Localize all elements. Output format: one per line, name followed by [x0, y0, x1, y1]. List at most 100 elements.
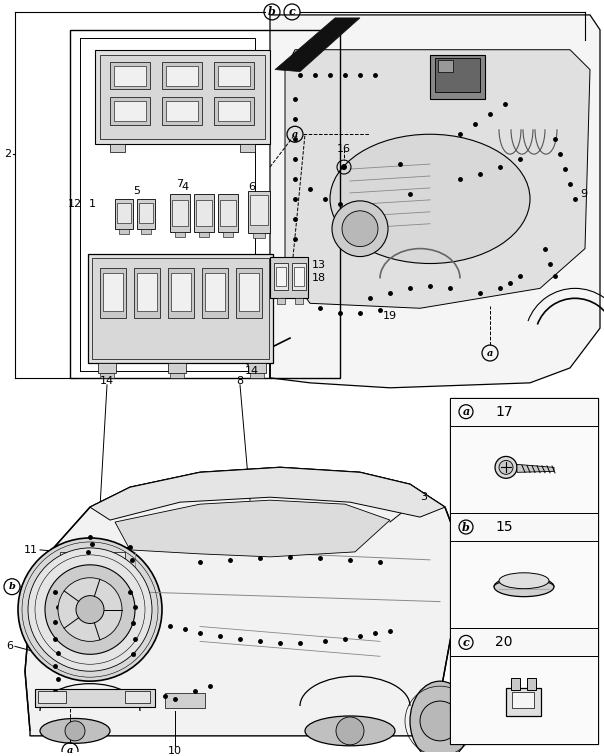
Bar: [450, 398, 598, 426]
Bar: [70, 29, 340, 378]
Text: 3: 3: [420, 492, 427, 502]
Bar: [202, 268, 228, 318]
Circle shape: [76, 596, 104, 624]
Bar: [166, 66, 198, 85]
Bar: [220, 200, 236, 226]
Polygon shape: [55, 547, 130, 662]
Bar: [199, 231, 209, 237]
Text: 8: 8: [236, 376, 243, 386]
Polygon shape: [285, 50, 590, 308]
Bar: [218, 194, 238, 231]
Circle shape: [332, 201, 388, 256]
Text: 6: 6: [248, 182, 255, 192]
Bar: [214, 98, 254, 125]
Bar: [168, 363, 186, 373]
Text: 16: 16: [337, 144, 351, 154]
Bar: [103, 274, 123, 311]
Bar: [110, 144, 125, 152]
Bar: [435, 57, 480, 92]
Circle shape: [28, 548, 152, 671]
Bar: [115, 199, 133, 229]
Bar: [100, 54, 265, 139]
Bar: [171, 274, 191, 311]
Bar: [218, 66, 250, 85]
Circle shape: [336, 717, 364, 745]
Bar: [274, 262, 288, 290]
Bar: [294, 267, 304, 287]
Bar: [196, 200, 212, 226]
Bar: [134, 268, 160, 318]
Polygon shape: [25, 467, 460, 736]
Polygon shape: [115, 500, 390, 557]
Polygon shape: [275, 18, 360, 72]
Bar: [430, 54, 485, 100]
Text: 12: 12: [68, 199, 82, 209]
Text: b: b: [462, 522, 470, 532]
Circle shape: [341, 164, 347, 170]
Bar: [100, 373, 114, 378]
Bar: [114, 101, 146, 121]
Circle shape: [495, 457, 517, 479]
Text: 19: 19: [383, 311, 397, 321]
Bar: [60, 552, 125, 656]
Bar: [100, 268, 126, 318]
Polygon shape: [517, 464, 554, 472]
Polygon shape: [90, 467, 445, 520]
Bar: [119, 229, 129, 234]
Bar: [98, 363, 116, 373]
Bar: [248, 363, 266, 373]
Bar: [141, 229, 151, 234]
Circle shape: [18, 538, 162, 681]
Bar: [175, 231, 185, 237]
Bar: [80, 38, 255, 371]
Text: 17: 17: [495, 404, 513, 419]
Bar: [95, 50, 270, 144]
Text: 15: 15: [495, 520, 513, 534]
Text: b: b: [268, 7, 276, 17]
Text: b: b: [8, 582, 16, 591]
Ellipse shape: [499, 573, 549, 589]
Bar: [527, 678, 536, 690]
Ellipse shape: [305, 716, 395, 746]
Bar: [218, 101, 250, 121]
Bar: [240, 144, 255, 152]
Bar: [114, 66, 146, 85]
Bar: [250, 195, 268, 225]
Bar: [110, 62, 150, 89]
Text: c: c: [289, 7, 295, 17]
Text: 6: 6: [7, 641, 13, 652]
Text: 14: 14: [100, 376, 114, 386]
Bar: [248, 191, 270, 233]
Text: a: a: [487, 349, 493, 358]
Bar: [92, 258, 269, 359]
Bar: [450, 426, 598, 513]
Bar: [450, 398, 598, 744]
Bar: [194, 194, 214, 231]
Bar: [450, 541, 598, 628]
Bar: [117, 203, 131, 223]
Text: 10: 10: [168, 745, 182, 756]
Text: 7: 7: [176, 179, 184, 189]
Bar: [205, 274, 225, 311]
Bar: [438, 60, 453, 72]
Bar: [165, 693, 205, 708]
Bar: [137, 199, 155, 229]
Bar: [166, 101, 198, 121]
Text: 5: 5: [133, 186, 140, 196]
Bar: [170, 194, 190, 231]
Text: 2: 2: [4, 149, 11, 159]
Ellipse shape: [494, 577, 554, 596]
Ellipse shape: [330, 135, 530, 264]
Bar: [168, 268, 194, 318]
Bar: [292, 262, 306, 290]
Bar: [276, 267, 286, 287]
Bar: [512, 692, 534, 708]
Text: 18: 18: [312, 274, 326, 284]
Ellipse shape: [40, 718, 110, 743]
Text: 1: 1: [89, 199, 95, 209]
Text: a: a: [463, 406, 470, 417]
Text: a: a: [67, 746, 73, 755]
Bar: [139, 203, 153, 223]
Bar: [450, 513, 598, 541]
Ellipse shape: [410, 681, 470, 756]
